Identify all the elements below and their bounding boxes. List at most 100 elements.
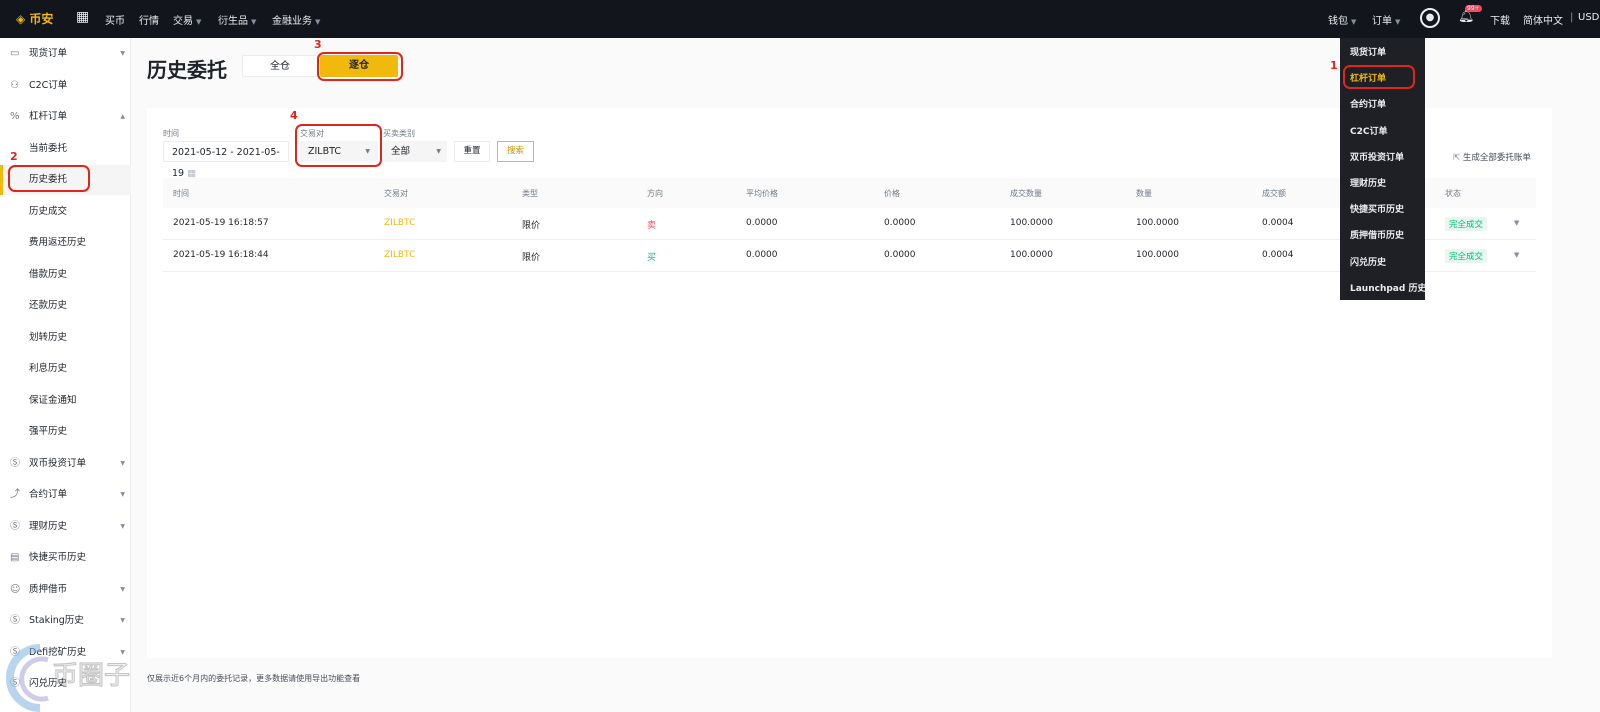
sidebar-item[interactable]: 强平历史 bbox=[0, 417, 131, 447]
sidebar-item-label: 还款历史 bbox=[29, 300, 68, 311]
sidebar-item[interactable]: Ⓢ 双币投资订单 ▼ bbox=[0, 449, 131, 479]
orders-menu-item[interactable]: 合约订单 bbox=[1350, 100, 1387, 111]
sidebar-item[interactable]: 费用返还历史 bbox=[0, 228, 131, 258]
export-icon: ⇱ bbox=[1453, 153, 1461, 163]
top-nav-bar: ◈ 币安 ▦ 买币 行情 交易 ▼ 衍生品 ▼ 金融业务 ▼ 钱包 ▼ 订单 ▼ ● 🔔︎… bbox=[0, 0, 1600, 38]
apps-grid-icon[interactable]: ▦ bbox=[76, 9, 90, 25]
cell-total: 0.0004 bbox=[1262, 250, 1294, 260]
time-label: 时间 bbox=[163, 129, 179, 138]
sidebar-item[interactable]: ▭ 现货订单 ▼ bbox=[0, 39, 131, 69]
search-button[interactable]: 搜索 bbox=[497, 141, 534, 162]
column-header: 平均价格 bbox=[746, 189, 778, 198]
nav-currency[interactable]: USD bbox=[1578, 12, 1600, 23]
svg-text:币圈子: 币圈子 bbox=[52, 661, 130, 691]
cell-filled: 100.0000 bbox=[1010, 218, 1053, 228]
nav-download[interactable]: 下载 bbox=[1490, 16, 1510, 27]
export-link[interactable]: ⇱ 生成全部委托账单 bbox=[1453, 153, 1531, 163]
sidebar-item[interactable]: Ⓢ Staking历史 ▼ bbox=[0, 606, 131, 636]
nav-derivatives[interactable]: 衍生品 ▼ bbox=[218, 16, 257, 27]
reset-button[interactable]: 重置 bbox=[454, 141, 490, 162]
card-icon: ▭ bbox=[10, 48, 20, 59]
nav-finance[interactable]: 金融业务 ▼ bbox=[272, 16, 321, 27]
orders-menu-item[interactable]: 杠杆订单 bbox=[1350, 74, 1387, 85]
user-avatar-icon[interactable]: ● bbox=[1420, 8, 1440, 28]
chevron-down-icon: ▼ bbox=[196, 18, 202, 26]
chevron-down-icon: ▼ bbox=[120, 585, 125, 593]
sidebar-item[interactable]: 利息历史 bbox=[0, 354, 131, 384]
table-header bbox=[163, 178, 1536, 208]
column-header: 成交数量 bbox=[1010, 189, 1042, 198]
sidebar-item[interactable]: 保证金通知 bbox=[0, 386, 131, 416]
cell-type: 限价 bbox=[522, 221, 541, 231]
sidebar-item[interactable]: ⤴ 合约订单 ▼ bbox=[0, 480, 131, 510]
sidebar-item[interactable]: ☺ 质押借币 ▼ bbox=[0, 575, 131, 605]
page-title: 历史委托 bbox=[147, 58, 227, 82]
cell-pair[interactable]: ZILBTC bbox=[384, 250, 416, 260]
sidebar-item[interactable]: 借款历史 bbox=[0, 260, 131, 290]
binance-logo[interactable]: ◈ 币安 bbox=[16, 12, 54, 26]
sidebar-item[interactable]: 当前委托 bbox=[0, 134, 131, 164]
nav-buy-crypto[interactable]: 买币 bbox=[105, 16, 125, 27]
expand-chevron-icon[interactable]: ▼ bbox=[1514, 251, 1520, 259]
sidebar-item-label: C2C订单 bbox=[29, 79, 68, 91]
orders-menu-item[interactable]: 理财历史 bbox=[1350, 179, 1387, 189]
watermark-logo: 币圈子 bbox=[6, 644, 131, 712]
percent-icon: % bbox=[10, 111, 20, 122]
sidebar-item-label: 当前委托 bbox=[29, 142, 68, 154]
coin-icon: Ⓢ bbox=[10, 646, 20, 658]
sidebar-item[interactable]: % 杠杆订单 ▲ bbox=[0, 102, 131, 132]
sidebar-item[interactable]: ⚇ C2C订单 bbox=[0, 71, 131, 101]
annotation-number-1: 1 bbox=[1330, 59, 1338, 72]
nav-orders[interactable]: 订单 ▼ bbox=[1372, 16, 1401, 27]
sidebar-item[interactable]: Ⓢ Defi挖矿历史 ▼ bbox=[0, 638, 131, 668]
nav-language[interactable]: 简体中文 bbox=[1523, 16, 1563, 27]
orders-menu-item[interactable]: 快捷买币历史 bbox=[1350, 205, 1405, 216]
sidebar-item-label: 费用返还历史 bbox=[29, 237, 87, 248]
tab-isolated-margin[interactable]: 逐仓 bbox=[320, 55, 398, 77]
sidebar-item-label: Defi挖矿历史 bbox=[29, 646, 87, 658]
sidebar-item-label: 借款历史 bbox=[29, 268, 68, 280]
annotation-number-2: 2 bbox=[10, 150, 18, 163]
sidebar-item[interactable]: Ⓢ 理财历史 ▼ bbox=[0, 512, 131, 542]
orders-menu-item[interactable]: 质押借币历史 bbox=[1350, 231, 1405, 242]
cell-filled: 100.0000 bbox=[1010, 250, 1053, 260]
nav-wallet[interactable]: 钱包 ▼ bbox=[1328, 16, 1357, 27]
tab-cross-margin[interactable]: 全仓 bbox=[242, 55, 318, 77]
nav-trade[interactable]: 交易 ▼ bbox=[173, 16, 202, 27]
orders-menu-item[interactable]: C2C订单 bbox=[1350, 126, 1388, 137]
sidebar-item-label: 理财历史 bbox=[29, 520, 68, 532]
sidebar-item-label: 快捷买币历史 bbox=[29, 552, 87, 563]
annotation-box-4 bbox=[295, 124, 382, 167]
column-header: 状态 bbox=[1445, 189, 1461, 198]
sidebar-item[interactable]: 还款历史 bbox=[0, 291, 131, 321]
date-range-input[interactable]: 2021-05-12 - 2021-05-19 ▦ bbox=[163, 141, 289, 179]
orders-menu-item[interactable]: 双币投资订单 bbox=[1350, 152, 1405, 163]
annotation-number-3: 3 bbox=[314, 38, 322, 51]
sidebar-item[interactable]: 历史成交 bbox=[0, 197, 131, 227]
orders-menu-item[interactable]: Launchpad 历史 bbox=[1350, 283, 1427, 294]
sidebar-item[interactable]: ▤ 快捷买币历史 bbox=[0, 543, 131, 573]
sidebar: ▭ 现货订单 ▼ ⚇ C2C订单% 杠杆订单 ▲ 当前委托 历史委托 历史成交 费用返还历史 借款历史… bbox=[0, 38, 131, 712]
cell-pair[interactable]: ZILBTC bbox=[384, 218, 416, 228]
table-row bbox=[163, 208, 1536, 240]
chevron-down-icon: ▼ bbox=[120, 491, 125, 498]
bell-icon[interactable]: 🔔︎ bbox=[1458, 9, 1475, 24]
logo-icon: ◈ bbox=[16, 12, 26, 26]
annotation-box-1 bbox=[1343, 65, 1415, 89]
side-select[interactable]: 全部 ▼ bbox=[383, 141, 447, 162]
orders-menu-item[interactable]: 闪兑历史 bbox=[1350, 257, 1387, 268]
sidebar-item-label: 双币投资订单 bbox=[29, 457, 87, 469]
sidebar-item[interactable]: Ⓢ 闪兑历史 bbox=[0, 669, 131, 699]
pair-select[interactable]: ZILBTC ▼ bbox=[300, 141, 378, 162]
nav-markets[interactable]: 行情 bbox=[139, 16, 159, 27]
cell-time: 2021-05-19 16:18:57 bbox=[173, 218, 269, 228]
futures-icon: ⤴ bbox=[10, 489, 20, 500]
cell-qty: 100.0000 bbox=[1136, 250, 1179, 260]
column-header: 成交额 bbox=[1262, 189, 1286, 198]
expand-chevron-icon[interactable]: ▼ bbox=[1514, 219, 1520, 227]
sidebar-item[interactable]: 划转历史 bbox=[0, 323, 131, 353]
orders-menu-item[interactable]: 现货订单 bbox=[1350, 48, 1387, 58]
chevron-down-icon: ▼ bbox=[315, 18, 321, 26]
column-header: 方向 bbox=[647, 189, 663, 198]
sidebar-item-label: 划转历史 bbox=[29, 331, 68, 343]
